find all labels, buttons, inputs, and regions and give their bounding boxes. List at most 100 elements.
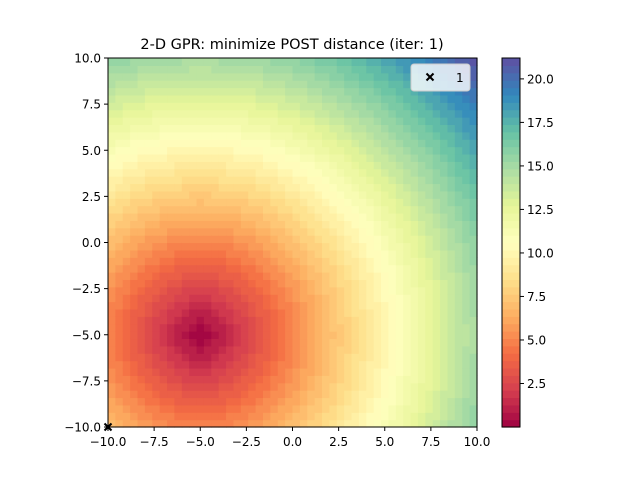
heatmap-cell: [469, 87, 478, 96]
heatmap-cell: [462, 212, 471, 221]
heatmap-cell: [255, 183, 264, 192]
heatmap-cell: [255, 235, 264, 244]
heatmap-cell: [240, 153, 249, 162]
heatmap-cell: [144, 294, 153, 303]
heatmap-cell: [329, 102, 338, 111]
heatmap-cell: [159, 375, 168, 384]
heatmap-cell: [344, 198, 353, 207]
heatmap-cell: [395, 419, 404, 428]
heatmap-cell: [454, 323, 463, 332]
heatmap-cell: [373, 404, 382, 413]
heatmap-cell: [196, 308, 205, 317]
heatmap-cell: [388, 397, 397, 406]
heatmap-cell: [395, 338, 404, 347]
heatmap-cell: [203, 404, 212, 413]
heatmap-cell: [292, 235, 301, 244]
heatmap-cell: [115, 153, 124, 162]
heatmap-cell: [381, 412, 390, 421]
heatmap-cell: [240, 227, 249, 236]
heatmap-cell: [255, 286, 264, 295]
heatmap-cell: [322, 404, 330, 413]
heatmap-cell: [336, 264, 345, 273]
heatmap-cell: [277, 360, 286, 369]
heatmap-cell: [440, 338, 449, 347]
heatmap-cell: [211, 124, 220, 133]
heatmap-cell: [262, 168, 271, 177]
heatmap-cell: [203, 308, 212, 317]
heatmap-cell: [248, 176, 257, 185]
heatmap-cell: [344, 257, 353, 266]
heatmap-cell: [432, 279, 441, 288]
heatmap-cell: [233, 382, 242, 391]
heatmap-cell: [292, 212, 301, 221]
heatmap-cell: [366, 294, 375, 303]
heatmap-cell: [181, 198, 190, 207]
heatmap-cell: [130, 375, 139, 384]
heatmap-cell: [292, 390, 301, 399]
heatmap-cell: [248, 58, 257, 66]
heatmap-cell: [366, 124, 375, 133]
heatmap-cell: [174, 375, 183, 384]
heatmap-cell: [240, 102, 249, 111]
heatmap-cell: [122, 94, 131, 103]
heatmap-cell: [410, 412, 419, 421]
heatmap-cell: [292, 72, 301, 81]
heatmap-cell: [307, 419, 316, 428]
heatmap-cell: [137, 94, 146, 103]
heatmap-cell: [373, 146, 382, 155]
heatmap-cell: [307, 235, 316, 244]
heatmap-cell: [462, 205, 471, 214]
heatmap-cell: [344, 367, 353, 376]
heatmap-cell: [440, 308, 449, 317]
heatmap-cell: [218, 124, 227, 133]
heatmap-cell: [226, 102, 235, 111]
heatmap-cell: [344, 264, 353, 273]
heatmap-cell: [277, 367, 286, 376]
heatmap-cell: [122, 404, 131, 413]
heatmap-cell: [196, 390, 205, 399]
heatmap-cell: [322, 257, 330, 266]
heatmap-cell: [137, 397, 146, 406]
heatmap-cell: [167, 294, 176, 303]
heatmap-cell: [447, 212, 456, 221]
heatmap-cell: [218, 308, 227, 317]
heatmap-cell: [314, 367, 323, 376]
colorbar-swatch: [502, 412, 520, 421]
heatmap-cell: [122, 80, 131, 89]
heatmap-cell: [403, 131, 412, 140]
heatmap-cell: [366, 404, 375, 413]
heatmap-cell: [447, 375, 456, 384]
heatmap-cell: [262, 242, 271, 251]
heatmap-cell: [181, 257, 190, 266]
heatmap-cell: [218, 345, 227, 354]
heatmap-cell: [469, 72, 478, 81]
heatmap-cell: [373, 301, 382, 310]
heatmap-cell: [292, 161, 301, 170]
heatmap-cell: [410, 139, 419, 148]
heatmap-cell: [373, 331, 382, 340]
heatmap-cell: [218, 102, 227, 111]
legend[interactable]: 1: [410, 63, 471, 92]
heatmap-cell: [388, 375, 397, 384]
heatmap-cell: [403, 242, 412, 251]
heatmap-cell: [262, 87, 271, 96]
heatmap-cell: [440, 153, 449, 162]
heatmap-cell: [233, 212, 242, 221]
heatmap-cell: [417, 264, 426, 273]
heatmap-cell: [203, 198, 212, 207]
heatmap-cell: [233, 397, 242, 406]
heatmap-cell: [322, 338, 330, 347]
heatmap-cell: [344, 146, 353, 155]
heatmap-cell: [403, 308, 412, 317]
heatmap-cell: [322, 375, 330, 384]
heatmap-cell: [167, 205, 176, 214]
heatmap-cell: [469, 131, 478, 140]
heatmap-cell: [454, 190, 463, 199]
heatmap-cell: [373, 419, 382, 428]
heatmap-cell: [410, 190, 419, 199]
heatmap-cell: [432, 382, 441, 391]
heatmap-cell: [329, 161, 338, 170]
heatmap-cell: [469, 279, 478, 288]
heatmap-cell: [366, 117, 375, 126]
heatmap-cell: [469, 212, 478, 221]
